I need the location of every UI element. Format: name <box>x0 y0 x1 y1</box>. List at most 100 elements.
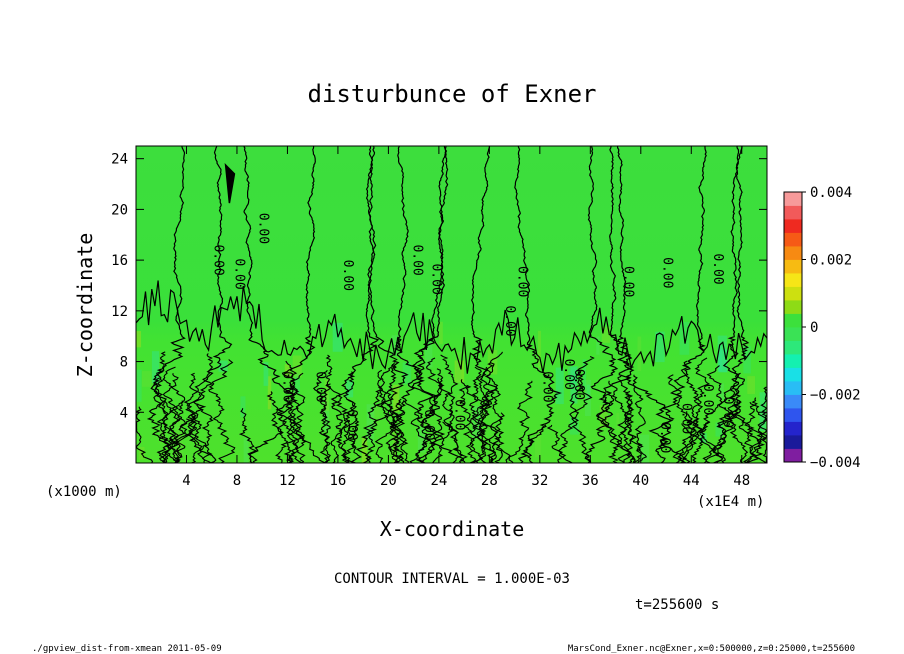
contour-label: 0.00 <box>561 359 576 390</box>
field-patch <box>151 351 160 383</box>
y-axis-label: Z-coordinate <box>73 233 97 378</box>
field-patch <box>570 366 578 404</box>
colorbar-segment <box>784 273 802 287</box>
field-patch <box>457 394 462 432</box>
contour-line <box>160 400 176 463</box>
contour-line <box>713 410 735 463</box>
contour-line <box>312 369 332 463</box>
x-tick-label: 20 <box>380 473 397 489</box>
contour-line <box>393 146 465 463</box>
x-tick-label: 24 <box>430 473 447 489</box>
colorbar-segment <box>784 313 802 328</box>
colorbar-tick-label: −0.004 <box>810 455 861 471</box>
field-patch <box>582 359 587 390</box>
x-tick-label: 40 <box>632 473 649 489</box>
contour-line <box>136 406 154 463</box>
contour-line <box>525 424 547 463</box>
colorbar-segment <box>784 205 802 220</box>
contour-line <box>465 362 494 463</box>
contour-closed <box>224 162 236 204</box>
plot-area: 0.00 0.000.000.00 0.000.00 0.000.000.00 0.00… <box>111 145 768 489</box>
contour-line <box>437 377 464 463</box>
field-patch <box>455 351 462 385</box>
colorbar-segment <box>784 340 802 355</box>
contour-line <box>325 354 352 463</box>
footer-right: MarsCond_Exner.nc@Exner,x=0:500000,z=0:2… <box>568 644 855 654</box>
field-patch <box>715 422 723 437</box>
contour-label: 0.00 <box>210 244 225 275</box>
contour-line <box>440 354 469 463</box>
contour-label: 0.00 <box>657 422 672 453</box>
contour-line <box>699 365 723 463</box>
contour-line <box>330 146 380 463</box>
field-patch <box>141 371 152 387</box>
contour-line <box>472 412 505 463</box>
field-patch <box>159 430 163 444</box>
field-patch <box>537 330 542 368</box>
contour-interval-text: CONTOUR INTERVAL = 1.000E-03 <box>334 571 570 587</box>
field-patch <box>366 404 375 442</box>
contour-line <box>677 357 711 463</box>
field-patch <box>417 426 426 453</box>
chart-title: disturbunce of Exner <box>308 80 597 108</box>
contour-line <box>266 391 289 463</box>
colorbar-segment <box>784 435 802 449</box>
contour-line <box>378 386 409 463</box>
y-axis-ticks: 4 8 12 16 20 24 <box>111 152 767 421</box>
contour-line <box>465 384 496 463</box>
x-tick-label: 28 <box>481 473 498 489</box>
x-tick-label: 44 <box>683 473 700 489</box>
contour-label: 0.00 <box>540 371 555 402</box>
contour-line <box>514 146 562 463</box>
contour-line <box>146 146 186 463</box>
colorbar-segment <box>784 232 802 247</box>
y-tick-label: 16 <box>111 253 128 269</box>
field-patch <box>584 379 592 416</box>
contour-line <box>277 146 316 463</box>
colorbar-segment <box>784 408 802 422</box>
contour-line <box>751 397 767 463</box>
x-tick-label: 48 <box>733 473 750 489</box>
x-tick-label: 4 <box>182 473 190 489</box>
contour-line <box>745 386 767 463</box>
contour-line <box>196 403 214 463</box>
colorbar-segment <box>784 381 802 395</box>
field-patch <box>240 396 246 418</box>
contour-line <box>667 374 697 463</box>
footer-left: ./gpview_dist-from-xmean 2011-05-09 <box>32 644 222 654</box>
contour-line <box>208 359 236 463</box>
contour-line <box>174 412 199 463</box>
field-patch <box>218 360 228 372</box>
contour-line <box>153 351 172 463</box>
field-patch <box>136 369 142 402</box>
contour-line <box>238 408 258 463</box>
field-patch <box>263 362 269 386</box>
contour-line <box>458 379 483 463</box>
contour-label: 0.00 <box>429 263 444 294</box>
contour-line <box>178 146 233 463</box>
colorbar-segment <box>784 448 802 463</box>
contour-label: 0.00 <box>571 369 586 400</box>
x-scale-label: (x1E4 m) <box>697 494 764 510</box>
field-patch <box>136 331 142 348</box>
x-tick-label: 36 <box>582 473 599 489</box>
x-axis-ticks: 4 8 12 16 20 24 28 32 36 40 44 48 <box>182 146 750 489</box>
field-patch <box>555 367 564 405</box>
x-tick-label: 32 <box>531 473 548 489</box>
y-tick-label: 4 <box>120 405 128 421</box>
y-tick-label: 8 <box>120 355 128 371</box>
contour-label: 0.00 <box>660 257 675 288</box>
contour-line <box>342 371 362 463</box>
colorbar-segment <box>784 354 802 368</box>
contour-line <box>159 418 198 463</box>
field-patch <box>743 346 751 374</box>
field-patch <box>361 437 368 463</box>
colorbar-segment <box>784 286 802 301</box>
contour-line <box>614 146 675 463</box>
contour-label: 0.00 <box>620 266 635 297</box>
field-patch <box>439 321 443 345</box>
contour-line <box>508 380 533 463</box>
contour-line <box>712 146 750 463</box>
contour-line <box>472 366 496 463</box>
